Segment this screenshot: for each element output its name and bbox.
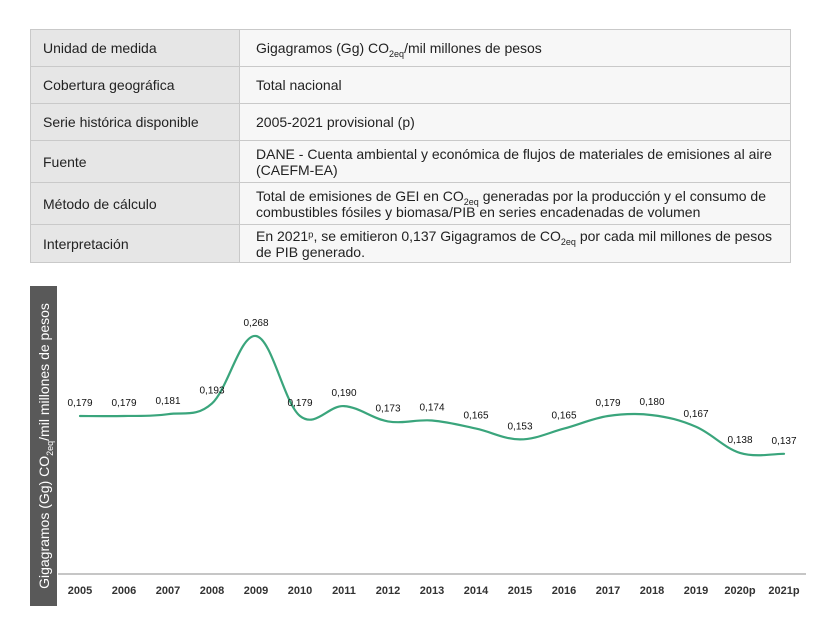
x-tick-label: 2013 bbox=[420, 585, 444, 597]
data-label: 0,179 bbox=[287, 398, 312, 409]
x-tick-label: 2016 bbox=[552, 585, 576, 597]
data-label: 0,153 bbox=[507, 421, 532, 432]
row-key-metodo: Método de cálculo bbox=[30, 182, 240, 225]
series-line bbox=[78, 334, 786, 457]
table-row: Interpretación En 2021ᵖ, se emitieron 0,… bbox=[30, 224, 791, 263]
data-label: 0,179 bbox=[111, 398, 136, 409]
x-tick-label: 2009 bbox=[244, 585, 268, 597]
data-label: 0,180 bbox=[639, 397, 664, 408]
table-row: Unidad de medida Gigagramos (Gg) CO2eq/m… bbox=[30, 29, 791, 67]
x-tick-label: 2006 bbox=[112, 585, 136, 597]
x-tick-label: 2005 bbox=[68, 585, 92, 597]
x-tick-label: 2019 bbox=[684, 585, 708, 597]
row-key-serie: Serie histórica disponible bbox=[30, 103, 240, 141]
data-label: 0,138 bbox=[727, 435, 752, 446]
table-row: Cobertura geográfica Total nacional bbox=[30, 66, 791, 104]
row-value-unidad: Gigagramos (Gg) CO2eq/mil millones de pe… bbox=[239, 29, 791, 67]
x-tick-label: 2020p bbox=[724, 585, 755, 597]
data-label: 0,173 bbox=[375, 403, 400, 414]
x-tick-label: 2011 bbox=[332, 585, 356, 597]
x-tick-label: 2010 bbox=[288, 585, 312, 597]
data-label: 0,181 bbox=[155, 396, 180, 407]
y-axis-label-band: Gigagramos (Gg) CO2eq/mil millones de pe… bbox=[30, 286, 57, 606]
x-tick-labels: 2005 2006 2007 2008 2009 2010 2011 2012 2013 2014… bbox=[68, 585, 800, 597]
indicator-info-table: Unidad de medida Gigagramos (Gg) CO2eq/m… bbox=[30, 29, 791, 263]
x-tick-label: 2012 bbox=[376, 585, 400, 597]
row-value-cobertura: Total nacional bbox=[239, 66, 791, 104]
data-label: 0,174 bbox=[419, 402, 444, 413]
row-key-cobertura: Cobertura geográfica bbox=[30, 66, 240, 104]
data-label: 0,193 bbox=[199, 385, 224, 396]
x-tick-label: 2007 bbox=[156, 585, 180, 597]
data-label: 0,167 bbox=[683, 409, 708, 420]
data-label: 0,165 bbox=[551, 411, 576, 422]
x-tick-label: 2015 bbox=[508, 585, 532, 597]
data-label: 0,179 bbox=[67, 398, 92, 409]
row-value-fuente: DANE - Cuenta ambiental y económica de f… bbox=[239, 140, 791, 183]
data-label: 0,179 bbox=[595, 398, 620, 409]
row-value-metodo: Total de emisiones de GEI en CO2eq gener… bbox=[239, 182, 791, 225]
row-key-interpretacion: Interpretación bbox=[30, 224, 240, 263]
data-label: 0,190 bbox=[331, 388, 356, 399]
data-label: 0,268 bbox=[243, 318, 268, 329]
data-label: 0,165 bbox=[463, 411, 488, 422]
x-tick-label: 2018 bbox=[640, 585, 664, 597]
data-labels: 0,179 0,179 0,181 0,193 0,268 0,179 0,190 0,173… bbox=[67, 318, 796, 447]
x-tick-label: 2014 bbox=[464, 585, 489, 597]
x-tick-label: 2017 bbox=[596, 585, 620, 597]
x-tick-label: 2008 bbox=[200, 585, 224, 597]
table-row: Serie histórica disponible 2005-2021 pro… bbox=[30, 103, 791, 141]
data-label: 0,137 bbox=[771, 436, 796, 447]
row-key-unidad: Unidad de medida bbox=[30, 29, 240, 67]
row-key-fuente: Fuente bbox=[30, 140, 240, 183]
table-row: Método de cálculo Total de emisiones de … bbox=[30, 182, 791, 225]
x-tick-label: 2021p bbox=[768, 585, 799, 597]
row-value-serie: 2005-2021 provisional (p) bbox=[239, 103, 791, 141]
table-row: Fuente DANE - Cuenta ambiental y económi… bbox=[30, 140, 791, 183]
row-value-interpretacion: En 2021ᵖ, se emitieron 0,137 Gigagramos … bbox=[239, 224, 791, 263]
